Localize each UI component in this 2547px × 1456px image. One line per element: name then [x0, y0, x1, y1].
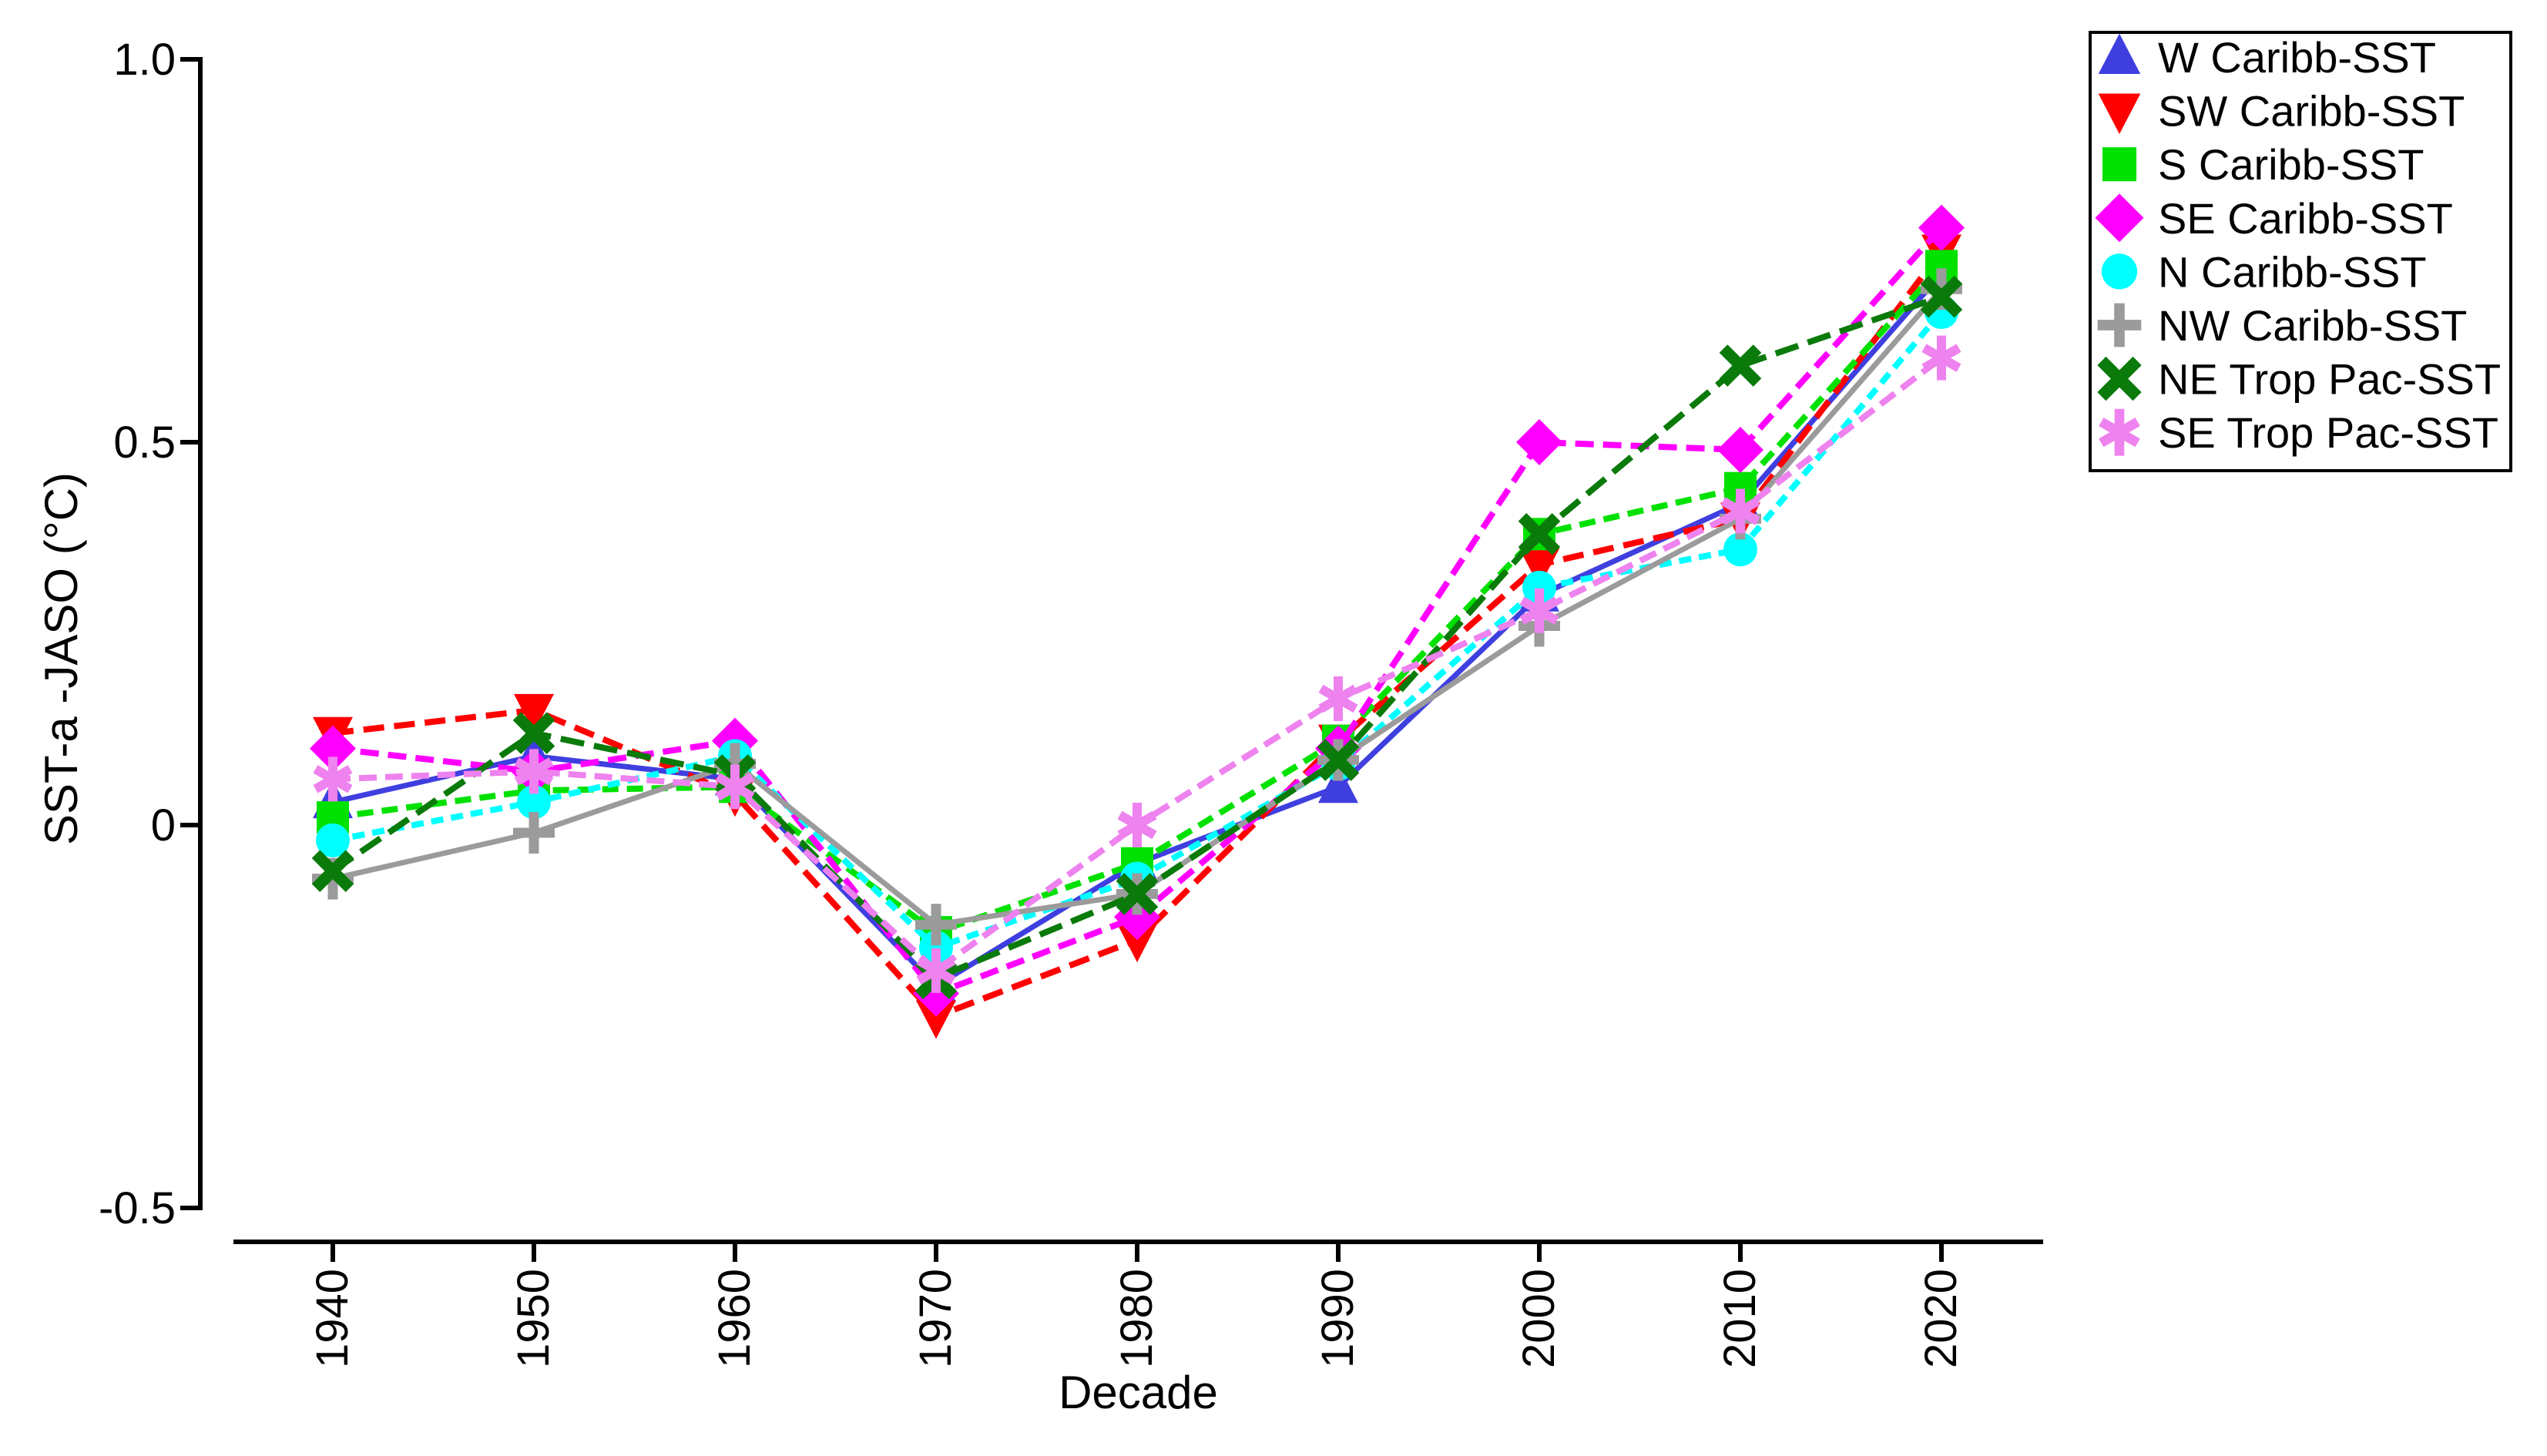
data-point-se-caribb-sst — [1918, 204, 1965, 251]
data-point-n-caribb-sst — [919, 931, 953, 965]
x-tick-label: 2000 — [1514, 1269, 1564, 1368]
legend-marker-square-icon — [2102, 147, 2137, 182]
legend-marker-diamond-icon — [2095, 193, 2144, 243]
data-point-se-trop-pac-sst — [1318, 676, 1358, 721]
data-point-se-trop-pac-sst — [916, 948, 956, 993]
data-point-se-trop-pac-sst — [1519, 588, 1559, 633]
data-point-se-trop-pac-sst — [1117, 803, 1157, 847]
y-tick-label: -0.5 — [99, 1183, 176, 1233]
data-point-se-trop-pac-sst — [313, 757, 353, 802]
data-point-ne-trop-pac-sst — [1518, 512, 1561, 555]
legend-item-label: NE Trop Pac-SST — [2158, 355, 2501, 404]
x-tick-label: 1960 — [710, 1269, 760, 1368]
legend-marker-x-icon — [2097, 356, 2142, 401]
legend-marker-triangle-down-icon — [2098, 93, 2141, 135]
data-point-se-trop-pac-sst — [1720, 488, 1760, 534]
x-axis-title: Decade — [1059, 1367, 1218, 1418]
data-point-n-caribb-sst — [1723, 532, 1757, 567]
data-point-nw-caribb-sst — [513, 811, 555, 854]
legend-item-label: SE Trop Pac-SST — [2158, 408, 2498, 457]
x-tick-label: 1990 — [1313, 1269, 1363, 1368]
legend-item-label: SW Caribb-SST — [2158, 87, 2465, 136]
y-axis-title: SST-a -JASO (°C) — [35, 472, 87, 845]
data-point-n-caribb-sst — [1522, 570, 1556, 605]
data-point-sw-caribb-sst — [514, 693, 554, 733]
legend-marker-asterisk-icon — [2099, 408, 2140, 456]
data-point-sw-caribb-sst — [916, 1000, 956, 1039]
legend-marker-plus-icon — [2097, 303, 2142, 347]
data-point-ne-trop-pac-sst — [311, 850, 354, 892]
x-tick-label: 2020 — [1916, 1269, 1966, 1368]
data-point-se-caribb-sst — [310, 725, 356, 772]
legend-item-label: N Caribb-SST — [2158, 247, 2427, 296]
data-point-se-trop-pac-sst — [514, 749, 554, 794]
data-point-se-caribb-sst — [1516, 419, 1562, 465]
data-point-ne-trop-pac-sst — [1719, 344, 1762, 387]
legend-box — [2089, 31, 2512, 472]
x-tick-label: 1980 — [1112, 1269, 1162, 1368]
data-point-ne-trop-pac-sst — [512, 712, 555, 755]
data-point-ne-trop-pac-sst — [1116, 873, 1159, 915]
data-point-w-caribb-sst — [1318, 764, 1358, 803]
legend-item-label: SE Caribb-SST — [2158, 194, 2453, 243]
data-point-n-caribb-sst — [316, 823, 350, 857]
data-point-se-caribb-sst — [1717, 426, 1763, 473]
x-tick-label: 1970 — [911, 1269, 961, 1368]
y-tick-label: 1.0 — [113, 35, 176, 85]
data-point-se-trop-pac-sst — [1921, 335, 1961, 381]
data-point-sw-caribb-sst — [1519, 549, 1559, 588]
x-tick-label: 1950 — [508, 1269, 559, 1368]
data-point-sw-caribb-sst — [1117, 924, 1157, 963]
legend-item-label: NW Caribb-SST — [2158, 301, 2467, 350]
x-tick-label: 2010 — [1715, 1269, 1765, 1368]
x-tick-label: 1940 — [307, 1269, 357, 1368]
data-point-ne-trop-pac-sst — [1920, 275, 1963, 318]
legend-marker-circle-icon — [2101, 253, 2138, 290]
y-tick-label: 0 — [151, 800, 176, 850]
legend-item-label: W Caribb-SST — [2158, 33, 2436, 82]
data-point-nw-caribb-sst — [915, 904, 957, 946]
y-tick-label: 0.5 — [113, 418, 176, 468]
legend-marker-triangle-up-icon — [2098, 33, 2141, 75]
legend-item-label: S Caribb-SST — [2158, 140, 2424, 189]
data-point-n-caribb-sst — [517, 785, 551, 820]
data-point-se-trop-pac-sst — [715, 764, 755, 810]
data-point-ne-trop-pac-sst — [1317, 739, 1360, 781]
